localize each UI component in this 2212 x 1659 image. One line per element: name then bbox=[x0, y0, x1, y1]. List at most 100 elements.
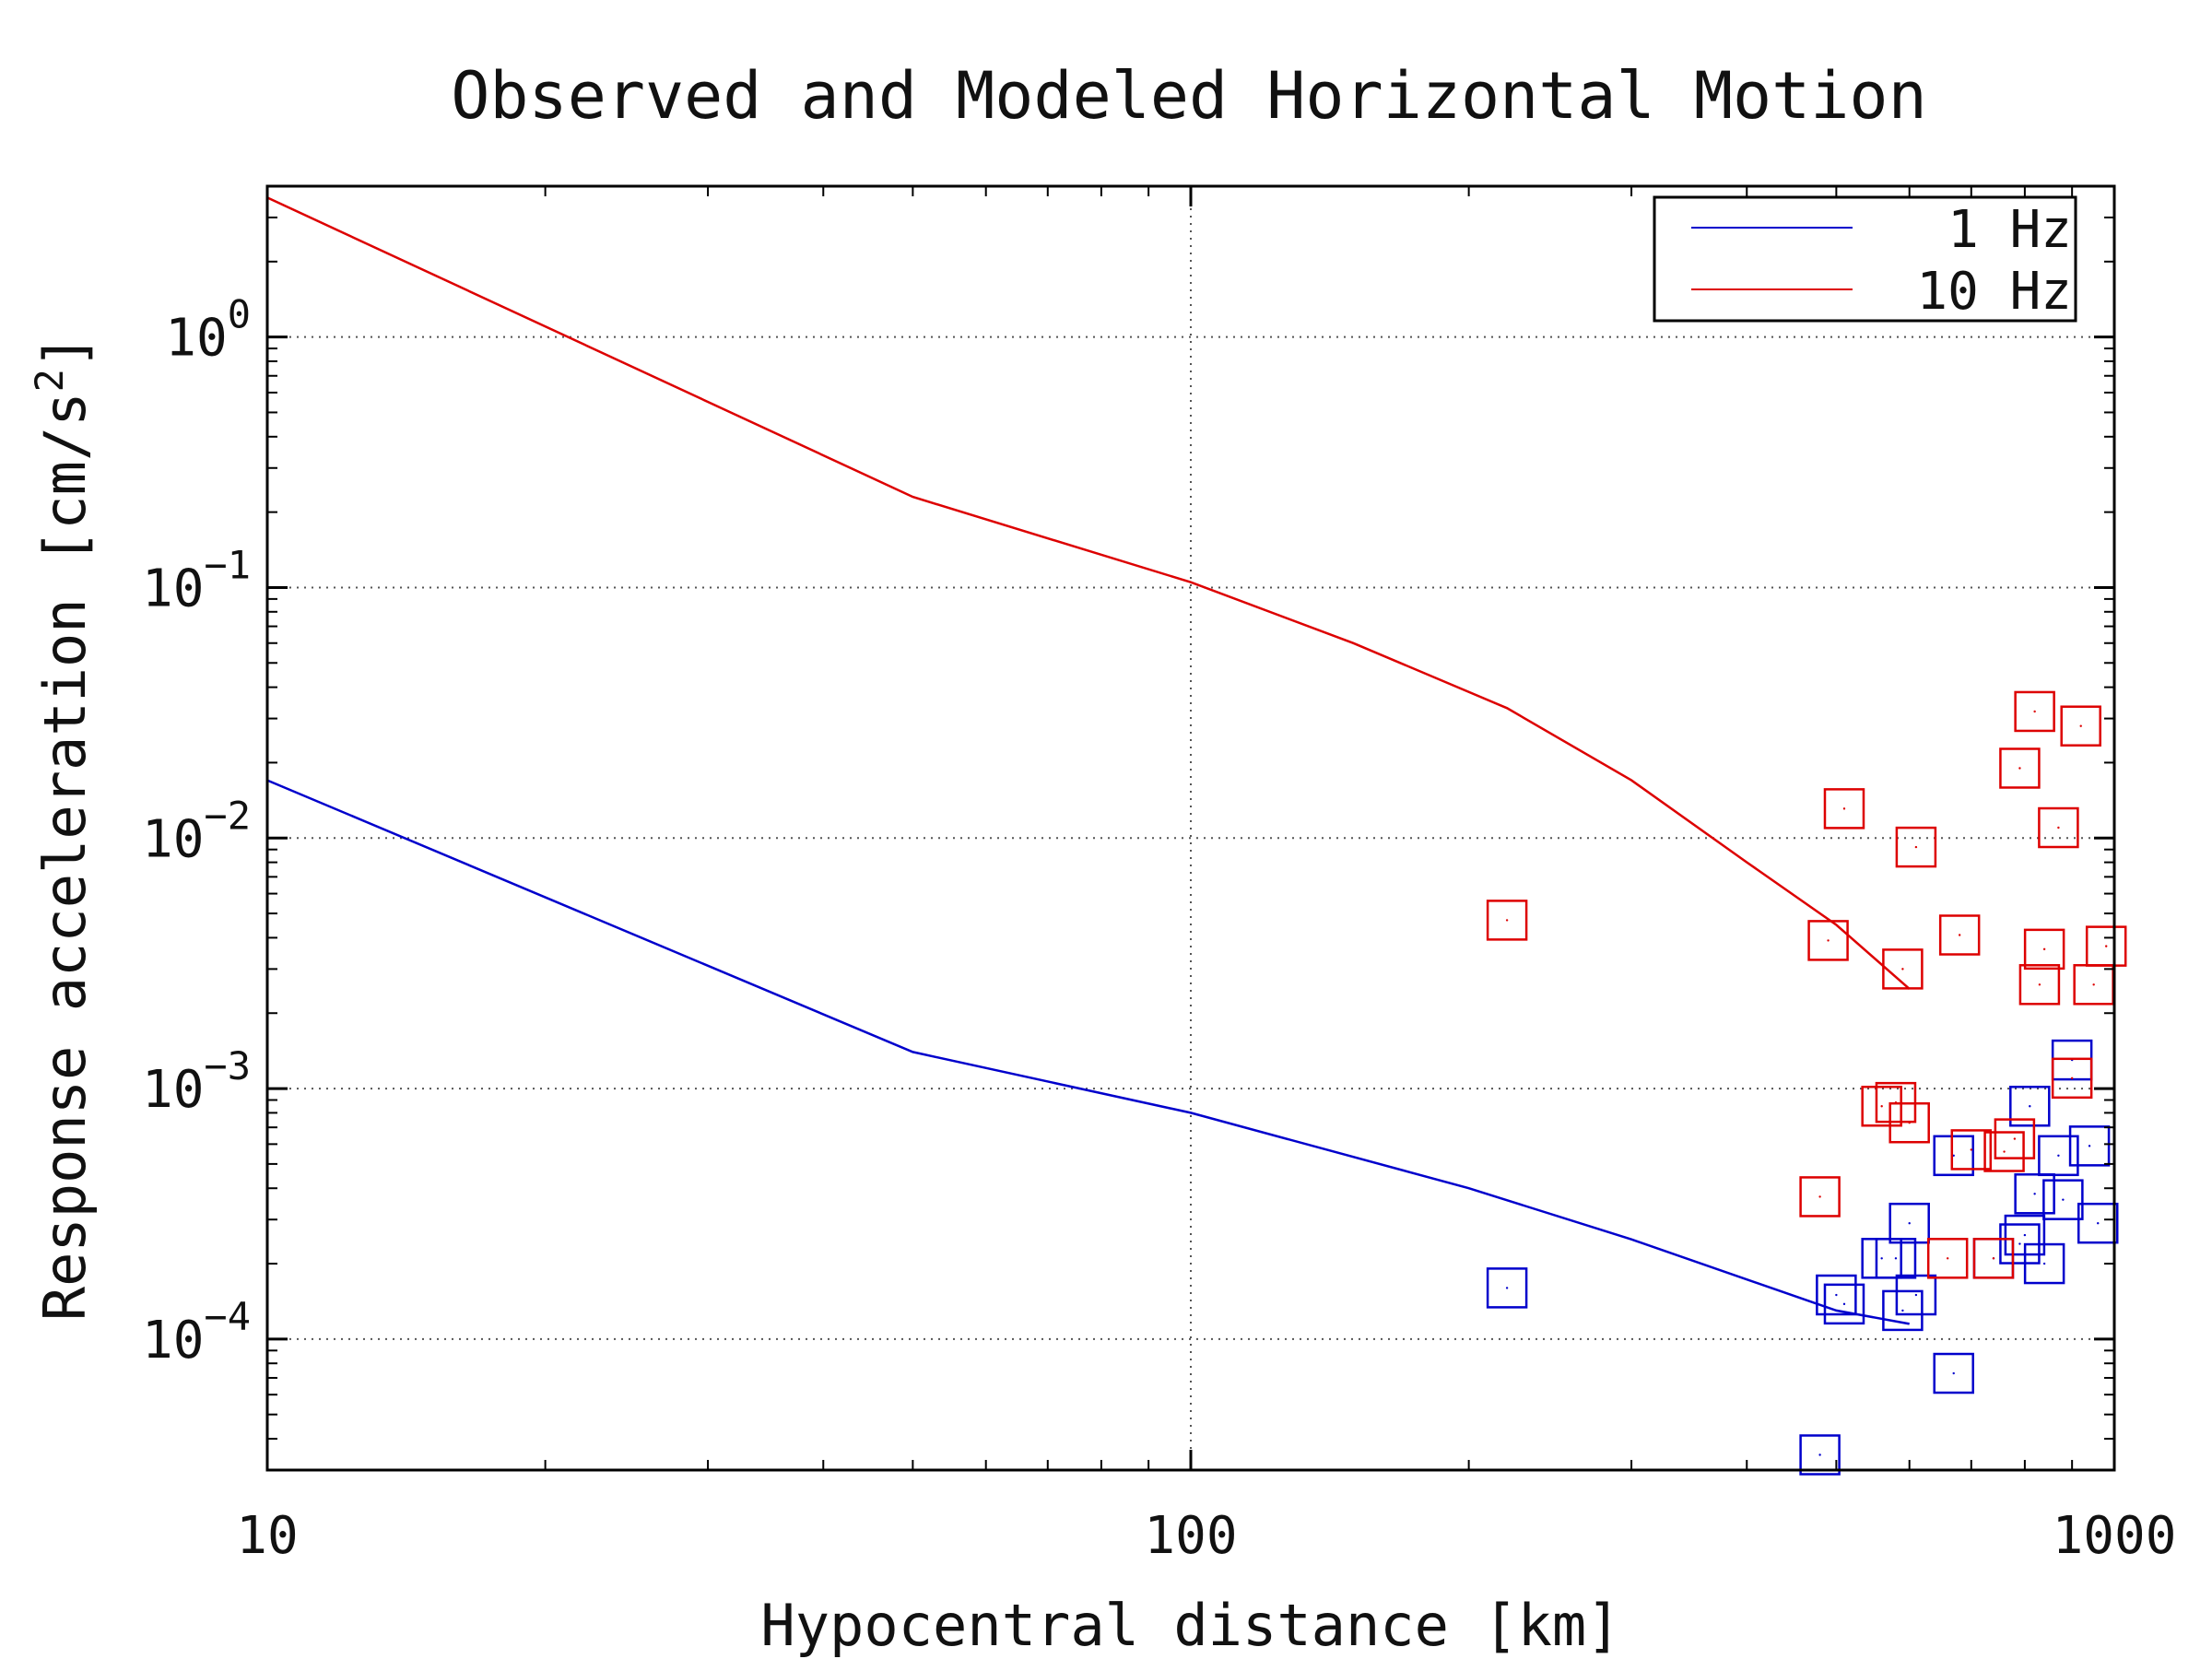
y-tick-label-base: 10 bbox=[165, 309, 227, 369]
observed-point-center-1hz bbox=[2029, 1105, 2031, 1108]
observed-point-center-1hz bbox=[1952, 1371, 1955, 1375]
observed-point-1hz bbox=[2014, 1173, 2055, 1215]
observed-point-10hz bbox=[2060, 705, 2101, 747]
observed-point-center-1hz bbox=[2018, 1242, 2021, 1245]
observed-point-center-10hz bbox=[2092, 983, 2095, 986]
observed-point-center-10hz bbox=[2013, 1137, 2017, 1140]
observed-point-center-10hz bbox=[2003, 1150, 2006, 1153]
y-tick-label-exponent: −4 bbox=[204, 1294, 251, 1339]
y-tick-label-exponent: −1 bbox=[204, 542, 251, 587]
x-tick-labels: 10 100 1000 bbox=[236, 1506, 2176, 1566]
observed-point-10hz bbox=[2014, 690, 2055, 733]
observed-point-center-10hz bbox=[2033, 710, 2036, 713]
observed-point-10hz bbox=[1926, 1238, 1969, 1279]
series-points bbox=[1486, 690, 2127, 1476]
model-line-1hz bbox=[266, 779, 1910, 1325]
observed-point-center-1hz bbox=[1505, 1287, 1509, 1289]
legend-label-10hz: 10 Hz bbox=[1916, 262, 2072, 322]
observed-point-1hz bbox=[1816, 1274, 1857, 1316]
observed-point-center-10hz bbox=[1842, 807, 1846, 810]
observed-point-center-1hz bbox=[2097, 1221, 2100, 1225]
observed-point-center-10hz bbox=[2042, 947, 2046, 951]
observed-point-center-1hz bbox=[1914, 1293, 1918, 1297]
observed-point-center-1hz bbox=[2088, 1145, 2091, 1147]
observed-point-center-10hz bbox=[1901, 968, 1904, 971]
legend-box bbox=[1653, 195, 2077, 323]
observed-point-center-1hz bbox=[2062, 1198, 2065, 1201]
observed-point-10hz bbox=[1994, 1118, 2036, 1159]
y-tick-label: 10−3 bbox=[142, 1043, 251, 1120]
observed-point-center-10hz bbox=[2079, 724, 2082, 727]
y-tick-label-base: 10 bbox=[142, 559, 204, 618]
observed-point-1hz bbox=[1799, 1434, 1841, 1476]
observed-point-center-10hz bbox=[1970, 1148, 1972, 1151]
observed-point-1hz bbox=[1486, 1267, 1528, 1309]
y-tick-label-exponent: −3 bbox=[204, 1043, 251, 1088]
observed-point-center-10hz bbox=[2038, 983, 2041, 986]
observed-point-1hz bbox=[2038, 1135, 2079, 1177]
observed-point-center-1hz bbox=[2033, 1193, 2036, 1195]
legend: 1 Hz 10 Hz bbox=[1653, 195, 2077, 323]
y-axis-label-close: ] bbox=[31, 335, 99, 369]
observed-point-center-1hz bbox=[1842, 1302, 1846, 1306]
observed-point-10hz bbox=[1807, 920, 1849, 961]
observed-point-center-10hz bbox=[1914, 845, 1918, 849]
y-tick-label: 10−4 bbox=[142, 1294, 251, 1371]
observed-point-10hz bbox=[1895, 826, 1937, 868]
observed-point-1hz bbox=[1823, 1283, 1865, 1325]
y-tick-label: 10−1 bbox=[142, 542, 251, 618]
minor-ticks bbox=[265, 186, 2116, 1471]
observed-point-10hz bbox=[1999, 747, 2041, 789]
observed-point-center-10hz bbox=[1880, 1105, 1883, 1108]
observed-point-1hz bbox=[2023, 1242, 2065, 1285]
observed-point-1hz bbox=[2077, 1202, 2119, 1244]
observed-point-center-10hz bbox=[2105, 945, 2108, 947]
observed-point-center-10hz bbox=[1818, 1195, 1821, 1198]
observed-point-10hz bbox=[2023, 928, 2065, 971]
observed-point-center-1hz bbox=[1818, 1453, 1821, 1456]
observed-point-center-1hz bbox=[1894, 1257, 1898, 1260]
observed-point-center-10hz bbox=[2057, 826, 2060, 830]
legend-label-1hz: 1 Hz bbox=[1947, 200, 2072, 260]
observed-point-10hz bbox=[1888, 1101, 1930, 1144]
observed-point-center-10hz bbox=[1505, 919, 1509, 922]
observed-point-center-10hz bbox=[1908, 1122, 1911, 1124]
y-tick-label: 100 bbox=[165, 292, 251, 369]
observed-point-center-10hz bbox=[2070, 1077, 2074, 1080]
observed-point-1hz bbox=[2009, 1086, 2051, 1127]
observed-point-1hz bbox=[1933, 1135, 1974, 1177]
observed-point-1hz bbox=[2068, 1125, 2111, 1167]
observed-point-center-10hz bbox=[1992, 1257, 1995, 1260]
y-tick-label-exponent: −2 bbox=[204, 793, 251, 838]
observed-point-10hz bbox=[1861, 1086, 1902, 1127]
observed-point-10hz bbox=[2038, 806, 2079, 849]
observed-point-center-1hz bbox=[1908, 1221, 1911, 1225]
y-axis-label: Response acceleration [cm/s2] bbox=[27, 335, 100, 1321]
observed-point-1hz bbox=[1888, 1202, 1930, 1244]
y-tick-label-base: 10 bbox=[142, 809, 204, 869]
observed-point-1hz bbox=[1882, 1289, 1924, 1332]
model-line-10hz bbox=[266, 196, 1911, 990]
y-tick-label-base: 10 bbox=[142, 1311, 204, 1371]
observed-point-10hz bbox=[2051, 1057, 2093, 1100]
observed-point-1hz bbox=[1895, 1274, 1937, 1316]
x-axis-label: Hypocentral distance [km] bbox=[760, 1592, 1620, 1659]
series-lines bbox=[266, 196, 1911, 1325]
observed-point-center-10hz bbox=[1827, 939, 1830, 942]
observed-point-10hz bbox=[2018, 964, 2061, 1006]
x-tick-label: 1000 bbox=[2053, 1506, 2177, 1566]
x-tick-label: 100 bbox=[1144, 1506, 1237, 1566]
observed-point-center-10hz bbox=[1958, 934, 1961, 936]
observed-point-1hz bbox=[2042, 1179, 2084, 1220]
y-tick-label-base: 10 bbox=[142, 1060, 204, 1120]
observed-point-center-1hz bbox=[1880, 1257, 1883, 1260]
y-axis-label-superscript: 2 bbox=[27, 369, 72, 392]
grid-lines bbox=[267, 186, 2114, 1470]
observed-point-center-1hz bbox=[2042, 1262, 2046, 1265]
observed-point-10hz bbox=[1950, 1129, 1993, 1171]
observed-point-center-1hz bbox=[1901, 1309, 1904, 1312]
observed-point-center-10hz bbox=[2018, 767, 2021, 770]
observed-point-10hz bbox=[1972, 1238, 2015, 1279]
